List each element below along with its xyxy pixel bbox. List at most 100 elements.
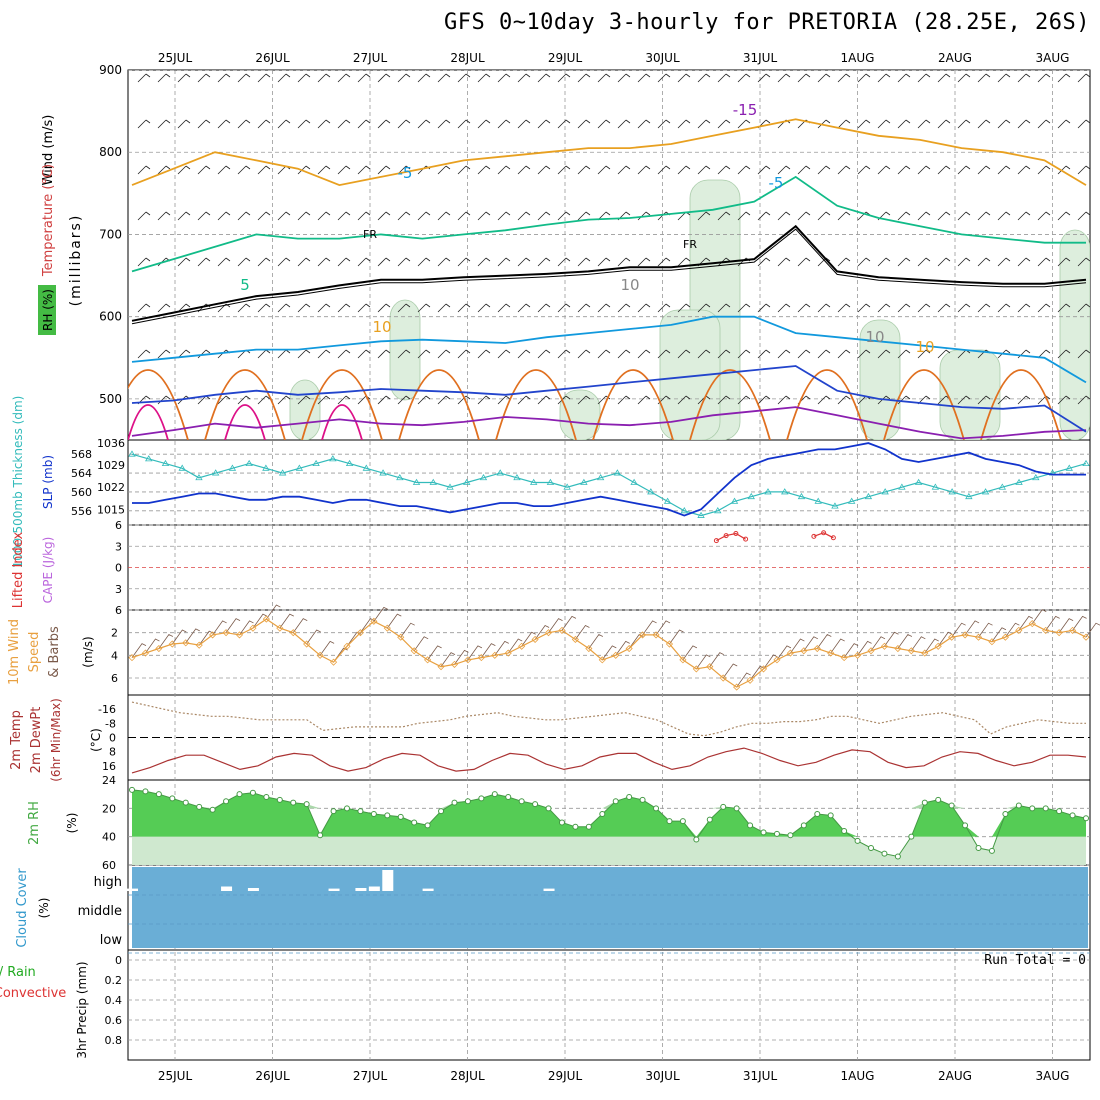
wind-barb (1037, 119, 1051, 129)
wind-barb (597, 73, 611, 83)
wind-barb (697, 165, 711, 175)
temp-2m-line (131, 747, 1087, 774)
x-tick-top: 31JUL (743, 51, 778, 65)
rh-marker (948, 802, 955, 809)
wind-barb (997, 73, 1011, 83)
wind-barb (357, 165, 371, 175)
thickness-marker (898, 483, 906, 490)
wind-barb-10m (306, 629, 321, 645)
rh-marker (868, 845, 875, 851)
wind-speed-line (131, 618, 1087, 688)
wind-barb (737, 73, 751, 83)
wind-barb (797, 303, 811, 313)
wind-barb (557, 349, 571, 359)
wind-barb (257, 257, 271, 267)
y-tick-wind: 2 (111, 627, 118, 640)
thickness-marker (965, 492, 973, 500)
wind-barb (937, 257, 951, 267)
wind-barb (757, 73, 771, 83)
y-tick-pressure: 900 (99, 63, 122, 77)
temp-contour (131, 315, 1087, 384)
y-label-precip: 3hr Precip (mm) (75, 961, 89, 1058)
wind-barb (217, 395, 231, 405)
wind-barb (437, 257, 451, 267)
thickness-marker (128, 450, 136, 457)
x-tick-top: 26JUL (255, 51, 290, 65)
wind-speed-marker (329, 658, 338, 666)
wind-barb (437, 73, 451, 83)
wind-barb (597, 119, 611, 129)
wind-barb (1017, 303, 1031, 313)
wind-barb (237, 73, 251, 83)
lifted-index-marker (830, 535, 836, 541)
wind-barb (857, 73, 871, 83)
wind-barb (177, 73, 191, 83)
wind-barb (917, 73, 931, 83)
y-label-millibars: (millibars) (68, 214, 84, 307)
wind-barb (637, 165, 651, 175)
wind-barb (617, 119, 631, 129)
wind-barb (237, 303, 251, 313)
wind-barb (957, 165, 971, 175)
wind-speed-marker (491, 651, 499, 659)
wind-barb (1077, 211, 1090, 221)
y-label-total-rain: Total / Rain (0, 965, 36, 980)
wind-barb-10m (360, 618, 375, 633)
thickness-marker (931, 483, 940, 490)
wind-barb (317, 211, 331, 221)
wind-barb-10m (292, 618, 308, 633)
wind-barb (817, 257, 831, 267)
thickness-marker (412, 478, 421, 485)
thickness-marker (764, 488, 772, 495)
contour-label: FR (363, 228, 377, 241)
wind-barb (217, 211, 231, 221)
wind-barb (497, 303, 511, 313)
wind-barb (997, 257, 1011, 267)
wind-barb (617, 165, 631, 175)
wind-barb-10m (763, 654, 778, 670)
wind-barb (677, 349, 691, 359)
x-tick-bottom: 30JUL (645, 1069, 680, 1083)
y-unit-rh: (%) (65, 813, 79, 834)
wind-speed-marker (262, 615, 270, 623)
wind-barb (477, 257, 491, 267)
y-tick-rh: 60 (102, 859, 116, 872)
wind-barb (137, 73, 151, 83)
wind-barb-10m (373, 606, 389, 622)
wind-speed-marker (625, 644, 633, 653)
wind-barb (997, 165, 1011, 175)
wind-barb (297, 257, 311, 267)
wind-speed-marker (276, 624, 284, 632)
cloud-level-label: middle (78, 904, 122, 919)
wind-barb-10m (521, 631, 536, 647)
wind-barb (877, 303, 891, 313)
wind-barb-10m (991, 627, 1007, 642)
wind-barb (377, 303, 391, 313)
wind-barb (577, 349, 591, 359)
wind-barb (797, 349, 811, 359)
wind-barb-10m (494, 640, 509, 656)
thickness-marker (228, 464, 237, 471)
y-label-2m-dewpt: 2m DewPt (29, 707, 44, 774)
wind-barb (617, 395, 631, 405)
temp-contour-warm (495, 369, 577, 440)
rh-marker (370, 811, 377, 817)
wind-barb-10m (722, 663, 738, 679)
rh-marker (317, 832, 324, 839)
run-total-label: Run Total = 0 (984, 953, 1086, 968)
wind-barb (417, 73, 431, 83)
wind-barb (157, 395, 171, 405)
temp-contour-warm (592, 369, 674, 440)
cloud-high-bar (221, 886, 233, 891)
wind-barb (177, 165, 191, 175)
wind-barb-10m (1031, 609, 1047, 624)
thickness-marker (496, 469, 504, 476)
wind-barb (317, 349, 331, 359)
wind-barb (977, 73, 991, 83)
wind-barb (417, 303, 431, 313)
contour-label: 10 (620, 276, 639, 294)
wind-barb-10m (682, 645, 698, 661)
cloud-level-label: low (100, 933, 123, 948)
wind-barb (417, 119, 431, 129)
wind-barb (857, 257, 871, 267)
